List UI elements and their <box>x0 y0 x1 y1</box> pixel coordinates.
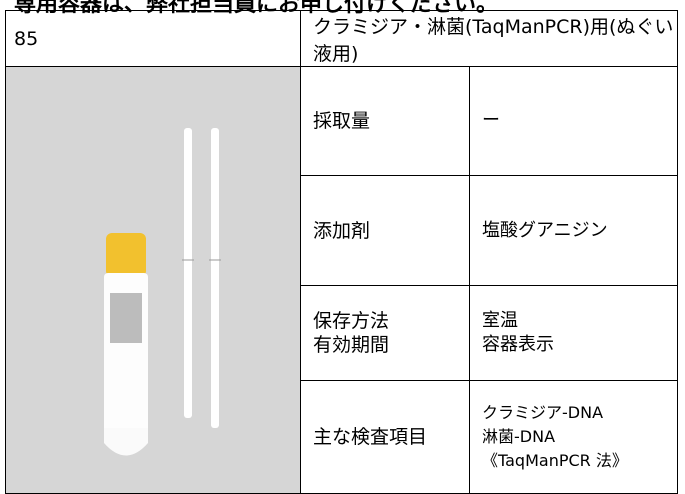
value-line: 《TaqManPCR 法》 <box>482 451 628 470</box>
value-line: ー <box>482 110 500 131</box>
row-value: 室温 容器表示 <box>469 285 678 381</box>
row-value: 塩酸グアニジン <box>469 175 678 286</box>
value-line: 室温 <box>482 310 518 331</box>
label-line: 添加剤 <box>313 219 371 242</box>
value-line: クラミジア-DNA <box>482 403 604 422</box>
product-image <box>5 66 301 494</box>
label-line: 有効期間 <box>313 334 390 356</box>
label-line: 採取量 <box>313 110 371 132</box>
row-label: 主な検査項目 <box>300 380 470 494</box>
row-label: 保存方法 有効期間 <box>300 285 470 381</box>
row-label: 採取量 <box>300 66 470 176</box>
row-value: ー <box>469 66 678 176</box>
container-illustration <box>104 127 221 455</box>
label-line: 保存方法 <box>313 310 390 332</box>
item-number: 85 <box>5 10 301 67</box>
row-value: クラミジア-DNA 淋菌-DNA 《TaqManPCR 法》 <box>469 380 678 494</box>
label-line: 主な検査項目 <box>313 426 428 448</box>
value-line: 容器表示 <box>482 334 554 355</box>
value-line: 淋菌-DNA <box>482 427 556 446</box>
row-label: 添加剤 <box>300 175 470 286</box>
item-title: クラミジア・淋菌(TaqManPCR)用(ぬぐい液用) <box>300 10 678 67</box>
spec-table: 85 クラミジア・淋菌(TaqManPCR)用(ぬぐい液用) 採取量 ー 添加剤… <box>5 10 678 494</box>
value-line: 塩酸グアニジン <box>482 219 608 241</box>
